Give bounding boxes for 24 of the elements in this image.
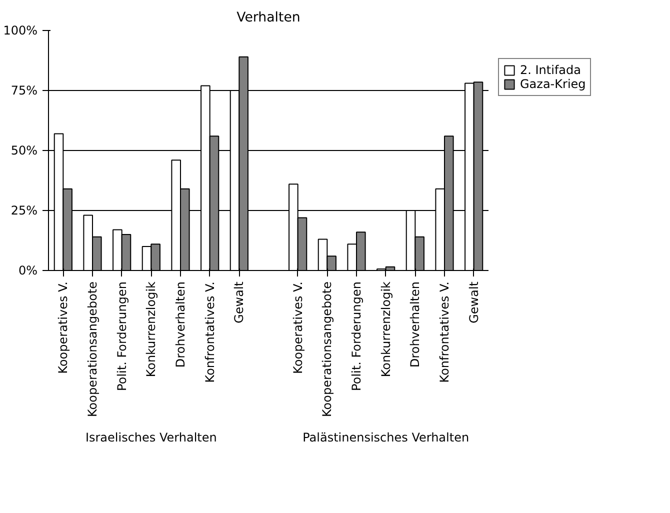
x-tick-label: Drohverhalten (174, 281, 188, 368)
x-tick-label: Polit. Forderungen (114, 281, 129, 391)
x-tick-label: Konfrontatives V. (438, 282, 452, 383)
legend-label: Gaza-Krieg (520, 76, 586, 90)
x-tick-label: Drohverhalten (408, 281, 422, 368)
x-tick-label: Gewalt (466, 281, 481, 324)
text: Israelisches Verhalten (85, 430, 217, 444)
y-tick-label: 75% (10, 84, 38, 98)
x-tick-label: Gewalt (232, 281, 246, 324)
x-tick-label: Konkurrenzlogik (144, 281, 158, 378)
y-tick-label: 100% (3, 24, 38, 38)
x-tick-label: Kooperatives V. (290, 281, 305, 374)
x-tick-label: Polit. Forderungen (350, 281, 364, 391)
text: Palästinensisches Verhalten (302, 430, 470, 444)
chart-title: Verhalten (236, 10, 300, 26)
x-tick-label: Konkurrenzlogik (378, 281, 393, 378)
x-tick-label: Kooperationsangebote (320, 281, 334, 417)
x-tick-label: Kooperatives V. (56, 281, 70, 374)
x-tick-label: Konfrontatives V. (202, 282, 217, 383)
x-tick-label: Kooperationsangebote (86, 281, 100, 417)
y-tick-label: 0% (18, 264, 38, 278)
legend-label: 2. Intifada (520, 62, 581, 76)
y-tick-label: 50% (10, 144, 38, 158)
y-tick-label: 25% (10, 204, 38, 218)
